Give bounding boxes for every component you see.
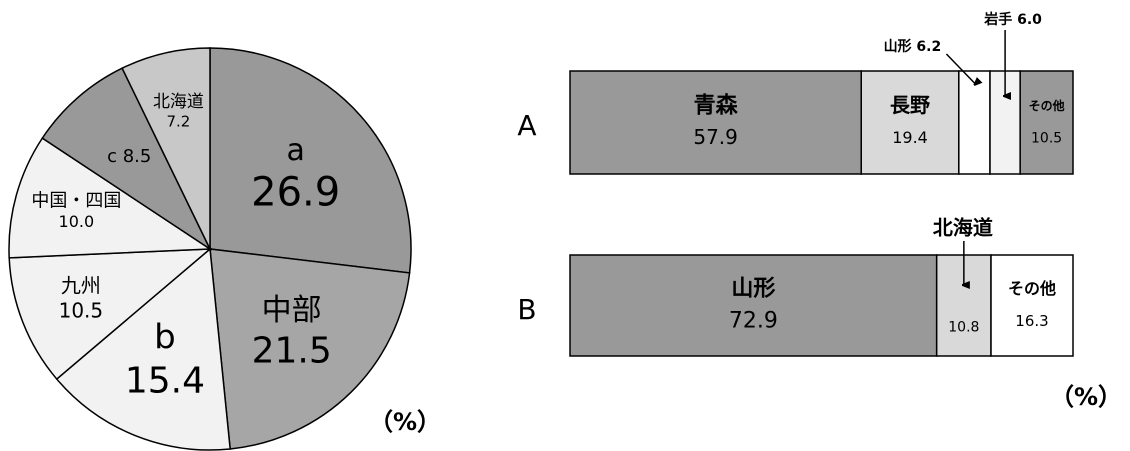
pie-slice xyxy=(8,137,213,259)
pie-slice xyxy=(41,67,212,252)
bar-segment-name: 青森 xyxy=(694,93,739,119)
bar-segment-value: 57.9 xyxy=(693,125,738,149)
pie-slice xyxy=(121,47,211,250)
bar-segment-value: 16.3 xyxy=(1015,312,1048,330)
bar-segment-name: その他 xyxy=(1029,98,1065,113)
bar-segment xyxy=(990,254,1074,357)
pie-slice-label: 26.9 xyxy=(251,170,340,216)
callout-label-hokkaido: 北海道 xyxy=(933,216,993,240)
pie-slice-label: 中部 xyxy=(262,293,322,328)
pie-slice-label: 10.5 xyxy=(59,299,104,323)
stacked-bar-chart: A 青森 57.9 長野 19.4 その他 10.5 B 山形 72.9 10.8 その他 16.3 山形… xyxy=(517,11,1122,411)
pie-slice xyxy=(209,248,411,450)
bar-segment xyxy=(958,70,991,175)
pie-slice-label: 7.2 xyxy=(167,112,191,130)
pie-slice xyxy=(8,248,213,381)
callout-label-iwate: 岩手 6.0 xyxy=(983,11,1042,28)
bar-segment-value: 19.4 xyxy=(892,128,928,147)
pie-slice-label: 中国・四国 xyxy=(31,190,121,211)
callout-arrow xyxy=(945,53,975,84)
pie-slice-label: 北海道 xyxy=(153,92,204,112)
pie-slice-label: b xyxy=(154,318,176,358)
bar-segment-name: 山形 xyxy=(731,277,775,302)
pie-slice-label: a xyxy=(287,133,305,168)
bar-segment xyxy=(569,70,862,175)
bar-segment-name: 長野 xyxy=(890,93,930,117)
pie-slice-label: 15.4 xyxy=(125,361,205,402)
bar-category-label: A xyxy=(517,109,536,142)
pie-slice xyxy=(209,47,412,274)
pie-slice xyxy=(55,247,231,451)
pie-unit-label: （%） xyxy=(369,408,440,436)
bar-category-label: B xyxy=(517,293,536,326)
pie-slice-label: c 8.5 xyxy=(107,146,151,167)
bar-segment xyxy=(1019,70,1074,175)
bar-segment-name: その他 xyxy=(1008,279,1056,298)
bar-segment xyxy=(569,254,938,357)
bar-unit-label: （%） xyxy=(1050,383,1122,411)
callout-label-yamagata: 山形 6.2 xyxy=(884,38,942,55)
pie-slice-label: 21.5 xyxy=(252,331,332,372)
pie-slice-label: 10.0 xyxy=(59,212,95,231)
pie-slice-label: 九州 xyxy=(61,274,101,298)
bar-segment xyxy=(860,70,960,175)
bar-segment-value: 10.5 xyxy=(1031,131,1062,147)
bar-segment-value: 72.9 xyxy=(729,309,778,334)
bar-segment-value: 10.8 xyxy=(948,320,979,336)
